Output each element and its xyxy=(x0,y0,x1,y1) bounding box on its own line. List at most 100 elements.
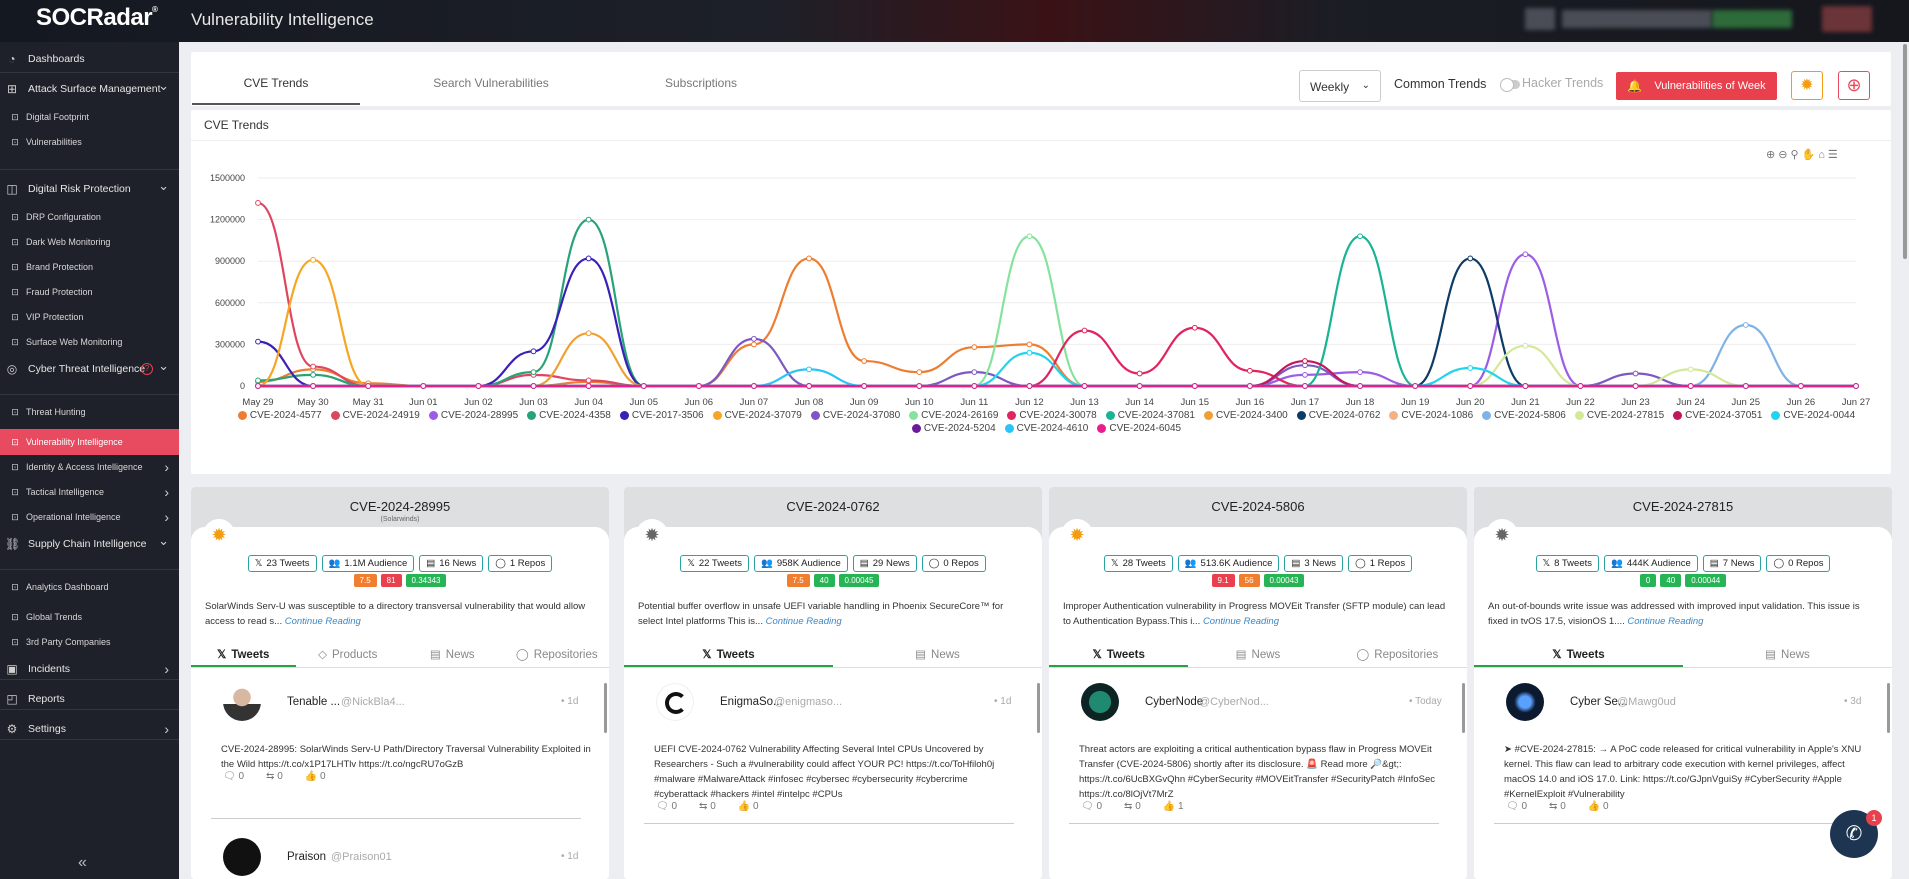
menu-icon[interactable]: ☰ xyxy=(1827,149,1841,161)
tweet-handle[interactable]: @Praison01 xyxy=(331,851,392,863)
sidebar-item-threat-hunting[interactable]: ⊡ Threat Hunting xyxy=(0,399,179,425)
stat-badge[interactable]: 👥 513.6K Audience xyxy=(1177,555,1280,572)
tab-subscriptions[interactable]: Subscriptions xyxy=(664,76,738,90)
tab-products[interactable]: ◇ Products xyxy=(296,640,401,667)
cve-id[interactable]: CVE-2024-28995 xyxy=(349,499,451,514)
tweet-author[interactable]: Praison xyxy=(287,851,326,863)
sidebar-item-dashboards[interactable]: ◔ Dashboards xyxy=(0,44,179,74)
legend-item-cve-2024-24919[interactable]: CVE-2024-24919 xyxy=(330,410,420,421)
sidebar-item-3rd-party-companies[interactable]: ⊡ 3rd Party Companies xyxy=(0,629,179,655)
legend-item-cve-2024-30078[interactable]: CVE-2024-30078 xyxy=(1007,410,1097,421)
legend-item-cve-2024-37081[interactable]: CVE-2024-37081 xyxy=(1105,410,1195,421)
legend-item-cve-2017-3506[interactable]: CVE-2017-3506 xyxy=(619,410,704,421)
tab-tweets[interactable]: 𝕏 Tweets xyxy=(1049,640,1189,667)
continue-reading-link[interactable]: Continue Reading xyxy=(765,616,842,627)
cve-id[interactable]: CVE-2024-0762 xyxy=(786,499,880,514)
tweet-author[interactable]: Tenable ... xyxy=(287,696,341,708)
avatar[interactable] xyxy=(1506,683,1544,721)
stat-badge[interactable]: 👥 444K Audience xyxy=(1604,555,1698,572)
continue-reading-link[interactable]: Continue Reading xyxy=(1202,616,1279,627)
sidebar-item-supply-chain-intelligence[interactable]: ⛓ Supply Chain Intelligence ⌄ xyxy=(0,529,179,559)
stat-badge[interactable]: ◯ 0 Repos xyxy=(1766,555,1831,572)
sidebar-item-operational-intelligence[interactable]: ⊡ Operational Intelligence › xyxy=(0,504,179,530)
sidebar-item-settings[interactable]: ⚙ Settings › xyxy=(0,714,179,744)
stat-badge[interactable]: ▤ 29 News xyxy=(852,555,917,572)
legend-item-cve-2024-37080[interactable]: CVE-2024-37080 xyxy=(810,410,900,421)
legend-item-cve-2024-0762[interactable]: CVE-2024-0762 xyxy=(1296,410,1380,421)
card-scrollbar[interactable] xyxy=(1462,683,1465,733)
like-icon[interactable]: 👍 0 xyxy=(304,771,326,782)
card-scrollbar[interactable] xyxy=(1037,683,1040,733)
retweet-icon[interactable]: ⇆ 0 xyxy=(1124,801,1141,812)
tab-repositories[interactable]: ◯ Repositories xyxy=(1328,640,1467,667)
tab-news[interactable]: ▤ News xyxy=(400,640,505,667)
tweet-handle[interactable]: @CyberNod... xyxy=(1199,696,1269,708)
bug-button[interactable]: ✹ xyxy=(1791,71,1823,100)
chart-toolbar[interactable]: ⊕⊖⚲✋⌂☰ xyxy=(1766,148,1841,161)
like-icon[interactable]: 👍 0 xyxy=(737,801,759,812)
stat-badge[interactable]: ▤ 7 News xyxy=(1702,555,1762,572)
retweet-icon[interactable]: ⇆ 0 xyxy=(1549,801,1566,812)
sidebar-item-global-trends[interactable]: ⊡ Global Trends xyxy=(0,604,179,630)
socradar-logo[interactable]: SOCRadar® xyxy=(36,4,158,31)
sidebar-item-brand-protection[interactable]: ⊡ Brand Protection xyxy=(0,254,179,280)
continue-reading-link[interactable]: Continue Reading xyxy=(1627,616,1704,627)
legend-item-cve-2024-28995[interactable]: CVE-2024-28995 xyxy=(428,410,518,421)
stat-badge[interactable]: ◯ 1 Repos xyxy=(488,555,553,572)
sidebar-item-digital-risk-protection[interactable]: ◫ Digital Risk Protection ⌄ xyxy=(0,174,179,204)
sidebar-item-vulnerability-intelligence[interactable]: ⊡ Vulnerability Intelligence xyxy=(0,429,179,455)
sidebar-item-identity-access-intelligence[interactable]: ⊡ Identity & Access Intelligence › xyxy=(0,454,179,480)
tab-news[interactable]: ▤ News xyxy=(833,640,1042,667)
page-scrollbar[interactable] xyxy=(1903,44,1907,259)
sidebar-item-vulnerabilities[interactable]: ⊡ Vulnerabilities xyxy=(0,129,179,155)
like-icon[interactable]: 👍 0 xyxy=(1587,801,1609,812)
tweet-author[interactable]: EnigmaSo... xyxy=(720,696,783,708)
continue-reading-link[interactable]: Continue Reading xyxy=(284,616,361,627)
sidebar-item-fraud-protection[interactable]: ⊡ Fraud Protection xyxy=(0,279,179,305)
legend-item-cve-2024-37051[interactable]: CVE-2024-37051 xyxy=(1673,410,1762,421)
sidebar-item-incidents[interactable]: ▣ Incidents › xyxy=(0,654,179,684)
cve-id[interactable]: CVE-2024-27815 xyxy=(1632,499,1734,514)
cve-id[interactable]: CVE-2024-5806 xyxy=(1211,499,1305,514)
legend-item-cve-2024-4610[interactable]: CVE-2024-4610 xyxy=(1004,423,1088,434)
legend-item-cve-2024-1086[interactable]: CVE-2024-1086 xyxy=(1389,410,1473,421)
legend-item-cve-2024-4577[interactable]: CVE-2024-4577 xyxy=(237,410,322,421)
home-icon[interactable]: ⌂ xyxy=(1818,149,1828,161)
collapse-sidebar-icon[interactable]: « xyxy=(78,854,87,871)
sidebar-item-tactical-intelligence[interactable]: ⊡ Tactical Intelligence › xyxy=(0,479,179,505)
avatar[interactable] xyxy=(223,683,261,721)
tab-cve-trends[interactable]: CVE Trends xyxy=(243,76,309,90)
legend-item-cve-2024-37079[interactable]: CVE-2024-37079 xyxy=(712,410,802,421)
tab-tweets[interactable]: 𝕏 Tweets xyxy=(624,640,833,667)
legend-item-cve-2024-5204[interactable]: CVE-2024-5204 xyxy=(911,423,996,434)
legend-item-cve-2024-5806[interactable]: CVE-2024-5806 xyxy=(1482,410,1566,421)
sidebar-item-vip-protection[interactable]: ⊡ VIP Protection xyxy=(0,304,179,330)
stat-badge[interactable]: 𝕏 23 Tweets xyxy=(247,555,317,572)
sidebar-item-cyber-threat-intelligence[interactable]: ◎ Cyber Threat Intelligence ⌄? xyxy=(0,354,179,384)
tab-tweets[interactable]: 𝕏 Tweets xyxy=(1474,640,1683,667)
reply-icon[interactable]: 🗨 0 xyxy=(656,801,678,812)
stat-badge[interactable]: 𝕏 22 Tweets xyxy=(680,555,750,572)
sidebar-item-analytics-dashboard[interactable]: ⊡ Analytics Dashboard xyxy=(0,574,179,600)
tweet-author[interactable]: Cyber Se... xyxy=(1570,696,1628,708)
card-scrollbar[interactable] xyxy=(1887,683,1890,733)
stat-badge[interactable]: ▤ 3 News xyxy=(1284,555,1344,572)
retweet-icon[interactable]: ⇆ 0 xyxy=(699,801,716,812)
sidebar-item-surface-web-monitoring[interactable]: ⊡ Surface Web Monitoring xyxy=(0,329,179,355)
sidebar-item-drp-configuration[interactable]: ⊡ DRP Configuration xyxy=(0,204,179,230)
trends-toggle[interactable] xyxy=(1500,78,1520,92)
period-select[interactable]: Weekly ⌄ xyxy=(1299,70,1381,102)
reply-icon[interactable]: 🗨 0 xyxy=(1081,801,1103,812)
vulnerabilities-of-week-button[interactable]: 🔔 Vulnerabilities of Week xyxy=(1616,72,1777,100)
legend-item-cve-2024-27815[interactable]: CVE-2024-27815 xyxy=(1574,410,1664,421)
sidebar-item-digital-footprint[interactable]: ⊡ Digital Footprint xyxy=(0,104,179,130)
retweet-icon[interactable]: ⇆ 0 xyxy=(266,771,283,782)
tab-search-vulnerabilities[interactable]: Search Vulnerabilities xyxy=(433,76,549,90)
card-scrollbar[interactable] xyxy=(604,683,607,733)
sidebar-item-dark-web-monitoring[interactable]: ⊡ Dark Web Monitoring xyxy=(0,229,179,255)
tweet-handle[interactable]: @enigmaso... xyxy=(774,696,843,708)
zoom-in-icon[interactable]: ⊕ xyxy=(1766,149,1779,161)
like-icon[interactable]: 👍 1 xyxy=(1162,801,1184,812)
tab-repositories[interactable]: ◯ Repositories xyxy=(505,640,610,667)
